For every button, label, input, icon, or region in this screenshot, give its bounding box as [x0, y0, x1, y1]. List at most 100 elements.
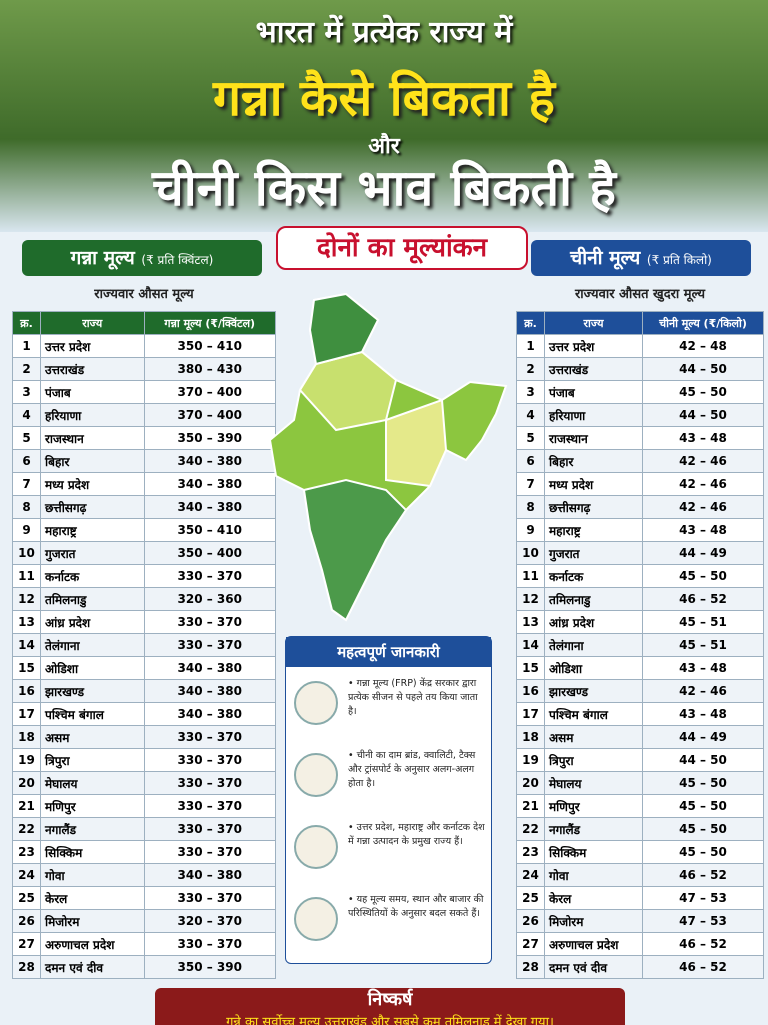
row: 9 महाराष्ट्र 350 – 410 — [12, 518, 276, 542]
price: 350 – 390 — [143, 955, 276, 979]
price: 320 – 370 — [143, 909, 276, 933]
price: 330 – 370 — [143, 840, 276, 864]
price: 44 – 49 — [642, 541, 764, 565]
state: मध्य प्रदेश — [543, 472, 644, 496]
state: पश्चिम बंगाल — [543, 702, 644, 726]
state: ओडिशा — [40, 656, 145, 680]
price: 340 – 380 — [143, 702, 276, 726]
row: 20 मेघालय 45 – 50 — [516, 771, 764, 795]
price: 44 – 49 — [642, 725, 764, 749]
row: 21 मणिपुर 45 – 50 — [516, 794, 764, 818]
subtitle: राज्यवार औसत मूल्य — [94, 287, 194, 302]
serial: 2 — [12, 357, 41, 381]
serial: 11 — [516, 564, 545, 588]
state: छत्तीसगढ़ — [543, 495, 644, 519]
cane-table: क्र. राज्य गन्ना मूल्य (₹/क्विंटल) 1 उत्तर प… — [12, 311, 276, 979]
column-header: क्र. — [516, 311, 545, 335]
row: 24 गोवा 340 – 380 — [12, 863, 276, 887]
row: 18 असम 44 – 49 — [516, 725, 764, 749]
serial: 17 — [12, 702, 41, 726]
row: 4 हरियाणा 44 – 50 — [516, 403, 764, 427]
state: उत्तर प्रदेश — [543, 334, 644, 358]
state: महाराष्ट्र — [40, 518, 145, 542]
info-icon — [294, 681, 338, 725]
state: ओडिशा — [543, 656, 644, 680]
price: 44 – 50 — [642, 403, 764, 427]
state: पश्चिम बंगाल — [40, 702, 145, 726]
info-item: • चीनी का दाम ब्रांड, क्वालिटी, टैक्स और… — [348, 750, 476, 789]
state: मिजोरम — [543, 909, 644, 933]
row: 9 महाराष्ट्र 43 – 48 — [516, 518, 764, 542]
row: 17 पश्चिम बंगाल 340 – 380 — [12, 702, 276, 726]
price: 47 – 53 — [642, 909, 764, 933]
row: 14 तेलंगाना 45 – 51 — [516, 633, 764, 657]
state: हरियाणा — [543, 403, 644, 427]
row: 4 हरियाणा 370 – 400 — [12, 403, 276, 427]
header-bg — [0, 0, 768, 232]
serial: 10 — [12, 541, 41, 565]
row: 16 झारखण्ड 42 – 46 — [516, 679, 764, 703]
state: गुजरात — [543, 541, 644, 565]
row: 26 मिजोरम 47 – 53 — [516, 909, 764, 933]
column-header: राज्य — [40, 311, 145, 335]
serial: 25 — [516, 886, 545, 910]
state: झारखण्ड — [40, 679, 145, 703]
serial: 6 — [516, 449, 545, 473]
serial: 15 — [516, 656, 545, 680]
row: 1 उत्तर प्रदेश 350 – 410 — [12, 334, 276, 358]
price: 330 – 370 — [143, 748, 276, 772]
state: छत्तीसगढ़ — [40, 495, 145, 519]
row: 28 दमन एवं दीव 46 – 52 — [516, 955, 764, 979]
column-header: गन्ना मूल्य (₹/क्विंटल) — [143, 311, 276, 335]
serial: 28 — [516, 955, 545, 979]
unit: (₹ प्रति किलो) — [646, 253, 712, 267]
price: 43 – 48 — [642, 518, 764, 542]
price: 350 – 400 — [143, 541, 276, 565]
price: 43 – 48 — [642, 656, 764, 680]
price: 340 – 380 — [143, 449, 276, 473]
price: 340 – 380 — [143, 656, 276, 680]
price: 380 – 430 — [143, 357, 276, 381]
row: 16 झारखण्ड 340 – 380 — [12, 679, 276, 703]
state: बिहार — [543, 449, 644, 473]
state: तेलंगाना — [543, 633, 644, 657]
serial: 11 — [12, 564, 41, 588]
state: कर्नाटक — [543, 564, 644, 588]
state: उत्तराखंड — [543, 357, 644, 381]
row: 5 राजस्थान 350 – 390 — [12, 426, 276, 450]
row: 11 कर्नाटक 330 – 370 — [12, 564, 276, 588]
badge: दोनों का मूल्यांकन — [276, 226, 528, 270]
row: 25 केरल 47 – 53 — [516, 886, 764, 910]
price: 330 – 370 — [143, 564, 276, 588]
row: 15 ओडिशा 340 – 380 — [12, 656, 276, 680]
serial: 14 — [516, 633, 545, 657]
price: 46 – 52 — [642, 863, 764, 887]
state: असम — [40, 725, 145, 749]
state: तमिलनाडु — [40, 587, 145, 611]
info-item: • गन्ना मूल्य (FRP) केंद्र सरकार द्वारा … — [348, 678, 478, 717]
row: 25 केरल 330 – 370 — [12, 886, 276, 910]
sugar-title: चीनी मूल्य (₹ प्रति किलो) — [531, 240, 751, 276]
row: 6 बिहार 340 – 380 — [12, 449, 276, 473]
price: 350 – 410 — [143, 334, 276, 358]
serial: 26 — [12, 909, 41, 933]
serial: 19 — [12, 748, 41, 772]
state: उत्तर प्रदेश — [40, 334, 145, 358]
price: 330 – 370 — [143, 794, 276, 818]
cane-title: गन्ना मूल्य (₹ प्रति क्विंटल) — [22, 240, 262, 276]
serial: 16 — [516, 679, 545, 703]
price: 42 – 46 — [642, 472, 764, 496]
price: 330 – 370 — [143, 886, 276, 910]
serial: 23 — [12, 840, 41, 864]
info-item: • यह मूल्य समय, स्थान और बाजार की परिस्थ… — [348, 894, 484, 919]
price: 42 – 46 — [642, 449, 764, 473]
serial: 16 — [12, 679, 41, 703]
conclusion-text: गन्ने का सर्वोच्च मूल्य उत्तराखंड और सबस… — [226, 1015, 554, 1025]
conclusion-title: निष्कर्ष — [367, 989, 413, 1010]
price: 370 – 400 — [143, 403, 276, 427]
row: 2 उत्तराखंड 380 – 430 — [12, 357, 276, 381]
price: 45 – 50 — [642, 380, 764, 404]
row: 8 छत्तीसगढ़ 42 – 46 — [516, 495, 764, 519]
state: दमन एवं दीव — [543, 955, 644, 979]
